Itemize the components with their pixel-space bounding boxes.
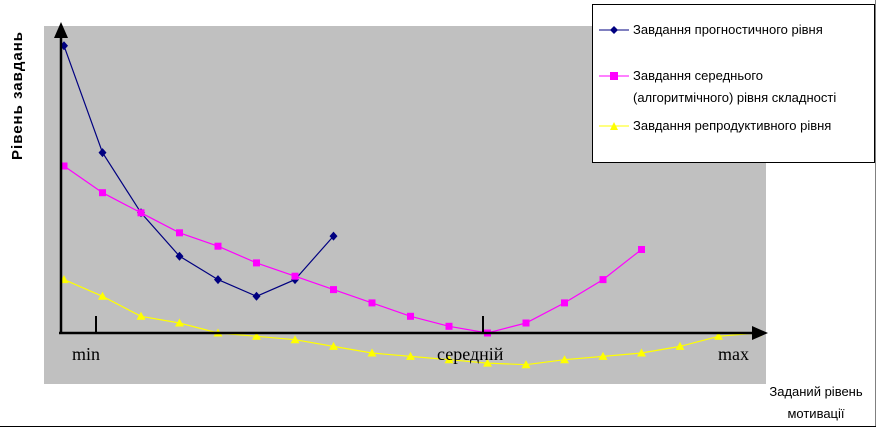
point-reproductive-8 <box>329 341 338 350</box>
x-axis-title: Заданий рівень мотивації <box>756 381 876 425</box>
point-algorithmic-1 <box>60 162 68 170</box>
x-axis-title-line-2: мотивації <box>787 406 845 421</box>
point-algorithmic-9 <box>368 299 376 307</box>
y-axis-title: Рівень завдань <box>2 20 32 170</box>
point-reproductive-16 <box>637 348 646 357</box>
point-algorithmic-4 <box>176 229 183 237</box>
point-prognostic-4 <box>175 251 184 261</box>
legend-label-prognostic: Завдання прогностичного рівня <box>633 22 823 37</box>
x-axis-title-line-1: Заданий рівень <box>769 384 863 399</box>
point-reproductive-14 <box>560 355 569 364</box>
legend-label-reproductive: Завдання репродуктивного рівня <box>633 118 832 133</box>
point-prognostic-5 <box>214 275 222 285</box>
legend-symbol-prognostic <box>599 26 629 34</box>
legend: Завдання прогностичного рівня Завдання с… <box>592 4 875 163</box>
legend-symbol-reproductive <box>599 122 629 130</box>
point-algorithmic-13 <box>522 319 530 327</box>
series-layer <box>59 41 762 369</box>
point-reproductive-13 <box>521 360 531 369</box>
point-prognostic-2 <box>98 148 107 158</box>
point-algorithmic-6 <box>253 259 260 267</box>
y-axis-title-text: Рівень завдань <box>8 30 26 160</box>
legend-label-algorithmic-line-2: (алгоритмічного) рівня складності <box>633 90 837 105</box>
x-tick-label-max: max <box>718 344 749 364</box>
point-prognostic-6 <box>252 291 261 301</box>
x-axis-arrow <box>752 326 768 340</box>
x-tick-label-min: min <box>72 344 100 364</box>
y-axis-arrow <box>54 22 68 38</box>
legend-label-algorithmic-line-1: Завдання середнього <box>633 68 764 83</box>
point-reproductive-9 <box>367 348 377 357</box>
point-reproductive-17 <box>675 341 685 350</box>
point-reproductive-3 <box>136 311 146 320</box>
point-reproductive-10 <box>406 351 415 360</box>
point-reproductive-18 <box>714 331 723 340</box>
point-reproductive-6 <box>252 331 261 340</box>
point-algorithmic-10 <box>407 312 414 320</box>
series-line-algorithmic <box>63 165 642 334</box>
point-reproductive-4 <box>175 318 184 327</box>
point-algorithmic-15 <box>599 276 607 284</box>
point-algorithmic-14 <box>561 299 568 307</box>
point-reproductive-12 <box>483 358 492 367</box>
point-algorithmic-11 <box>445 322 453 330</box>
point-algorithmic-7 <box>291 272 299 280</box>
legend-symbol-algorithmic <box>599 72 629 80</box>
point-algorithmic-16 <box>638 246 645 253</box>
point-algorithmic-3 <box>137 209 145 217</box>
point-reproductive-15 <box>598 351 608 360</box>
point-prognostic-8 <box>329 231 338 241</box>
x-tick-label-mid: середній <box>437 344 504 364</box>
point-algorithmic-8 <box>330 286 337 294</box>
point-reproductive-7 <box>290 335 300 344</box>
series-line-prognostic <box>63 45 334 297</box>
point-algorithmic-2 <box>99 189 106 197</box>
point-algorithmic-5 <box>214 242 222 250</box>
point-reproductive-2 <box>98 291 107 300</box>
point-reproductive-11 <box>444 355 454 364</box>
